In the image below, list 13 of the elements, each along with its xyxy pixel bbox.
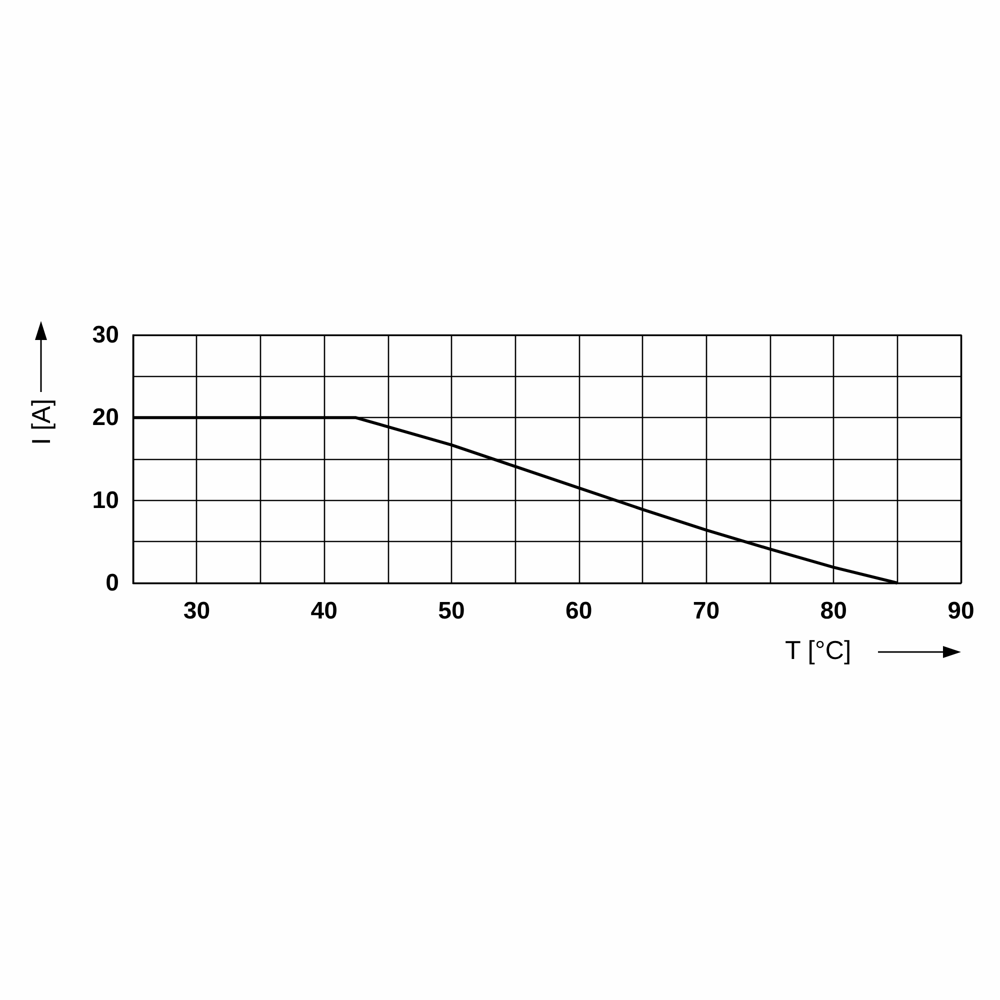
y-tick-label: 30 [92, 322, 119, 348]
y-axis-title: I [A] [26, 398, 56, 445]
x-tick-label: 90 [948, 598, 974, 624]
x-tick-label: 70 [692, 598, 720, 624]
x-tick-label: 40 [310, 598, 338, 624]
x-tick-label: 60 [565, 598, 592, 624]
x-tick-label: 30 [183, 598, 210, 624]
y-tick-label: 0 [106, 570, 119, 596]
x-tick-label: 50 [438, 598, 465, 624]
y-tick-label: 10 [92, 486, 119, 514]
x-axis-title: T [°C] [785, 635, 852, 665]
x-tick-label: 80 [820, 598, 847, 624]
y-tick-label: 20 [92, 404, 119, 432]
